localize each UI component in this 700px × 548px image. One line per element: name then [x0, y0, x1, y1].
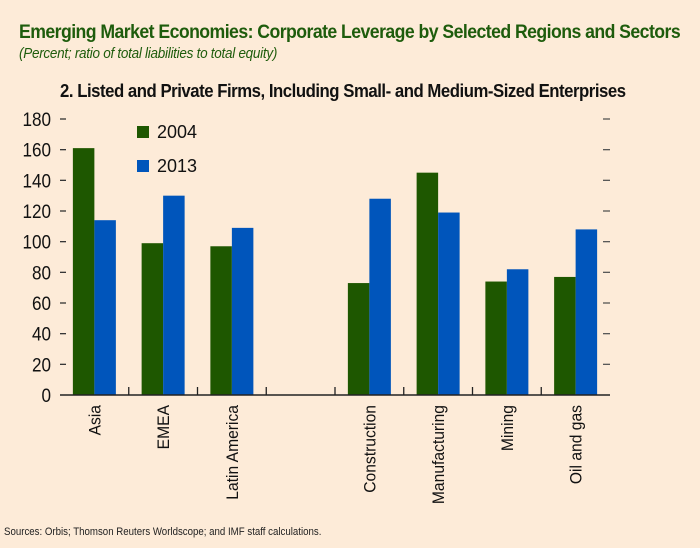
bar-2004-oil-and-gas	[554, 276, 576, 395]
y-tick-label: 100	[22, 232, 51, 253]
bar-2004-manufacturing	[416, 172, 439, 395]
y-tick-label: 20	[32, 355, 51, 376]
legend-label-2004: 2004	[157, 122, 197, 142]
x-category-label: EMEA	[155, 405, 174, 449]
y-tick-label: 80	[32, 263, 51, 284]
y-tick-label: 60	[32, 293, 51, 314]
legend: 2004 2013	[137, 122, 197, 176]
legend-swatch-2013	[137, 160, 149, 172]
bar-2004-asia	[72, 148, 95, 395]
bar-2013-mining	[506, 269, 529, 395]
bars	[72, 148, 598, 395]
x-category-label: Asia	[86, 404, 105, 435]
chart-subtitle: (Percent; ratio of total liabilities to …	[19, 45, 278, 62]
bar-2004-emea	[141, 243, 164, 395]
bar-2013-construction	[369, 198, 391, 395]
bar-2004-construction	[347, 283, 370, 395]
y-tick-label: 180	[22, 109, 51, 130]
bar-2013-asia	[94, 220, 116, 395]
y-axis: 0 20 40 60 80 100 120 140 160 180	[22, 109, 66, 406]
x-category-label: Mining	[498, 405, 517, 451]
chart-title: Emerging Market Economies: Corporate Lev…	[19, 22, 681, 43]
panel-title: 2. Listed and Private Firms, Including S…	[60, 81, 626, 101]
bar-2013-emea	[163, 195, 185, 395]
bar-2013-manufacturing	[438, 212, 460, 395]
y-tick-label: 160	[22, 140, 51, 161]
x-axis: Asia EMEA Latin America Construction Manufac…	[60, 387, 610, 504]
right-axis	[603, 118, 610, 365]
legend-label-2013: 2013	[157, 156, 197, 176]
legend-swatch-2004	[137, 126, 149, 138]
bar-2013-latin-america	[231, 227, 254, 395]
bar-2004-latin-america	[210, 246, 232, 395]
bar-2013-oil-and-gas	[575, 229, 598, 395]
y-tick-label: 120	[22, 201, 51, 222]
bar-2004-mining	[485, 281, 507, 395]
x-category-label: Latin America	[223, 404, 242, 500]
x-category-label: Construction	[361, 405, 380, 493]
y-tick-label: 140	[22, 171, 51, 192]
y-tick-label: 40	[32, 324, 51, 345]
y-tick-label: 0	[41, 385, 51, 406]
x-category-label: Manufacturing	[430, 405, 449, 504]
source-note: Sources: Orbis; Thomson Reuters Worldsco…	[4, 526, 322, 538]
x-category-label: Oil and gas	[567, 405, 586, 484]
